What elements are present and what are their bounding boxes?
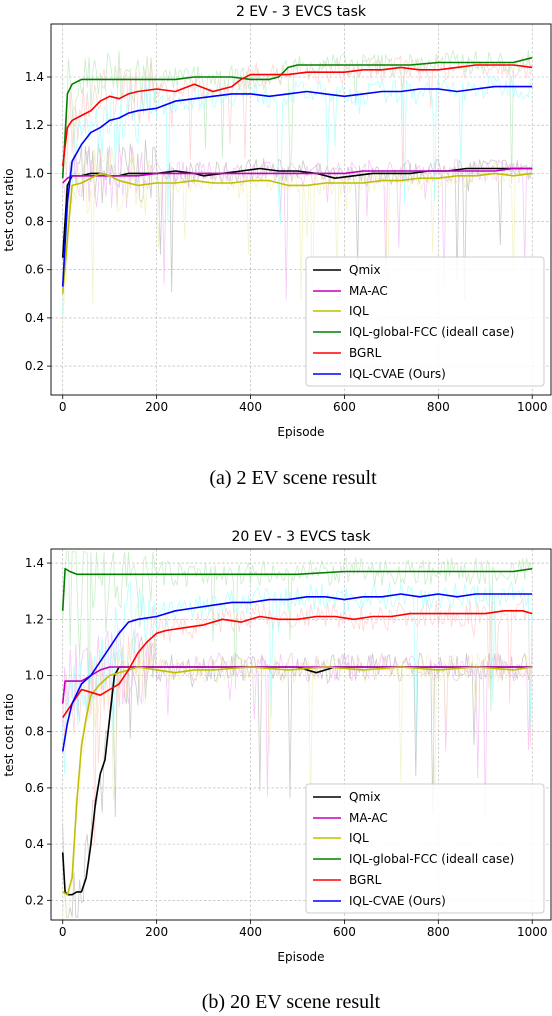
chart-b-legend-label-cvae: IQL-CVAE (Ours) — [349, 894, 446, 908]
chart-a: 2 EV - 3 EVCS task 0 200 400 600 800 10000.20… — [2, 4, 552, 439]
chart-a-legend-label-maac: MA-AC — [349, 284, 388, 298]
chart-b-ticks: 0 200 400 600 800 1000 0.2 0.4 0.6 0.8 1.0 1.2 1.4 — [25, 556, 548, 939]
chart-a-plot-frame — [50, 23, 552, 396]
chart-a-legend-label-qmix: Qmix — [349, 263, 381, 277]
raw-band-ma-ac — [62, 143, 533, 300]
caption-a: (a) 2 EV scene result — [209, 467, 377, 489]
chart-b: 20 EV - 3 EVCS task 0 200 400 600 800 1000 0.2… — [2, 529, 552, 964]
series-line-iql — [62, 666, 533, 896]
x-tick-label: 600 — [333, 925, 356, 939]
series-line-iql-cvae-ours — [61, 593, 533, 752]
series-line-iql — [61, 172, 533, 294]
series-line-iql-global-fcc-ideall-case — [61, 56, 533, 179]
y-tick-label: 0.6 — [25, 263, 44, 277]
chart-a-legend-label-bgrl: BGRL — [349, 346, 382, 360]
chart-b-legend: Qmix MA-AC IQL IQL-global-FCC (ideall ca… — [305, 783, 545, 914]
raw-band-ma-ac — [62, 627, 533, 822]
raw-band-iql-cvae-ours — [62, 75, 533, 315]
y-tick-label: 1.0 — [25, 668, 44, 682]
y-tick-label: 1.0 — [25, 166, 44, 180]
y-tick-label: 1.2 — [25, 612, 44, 626]
series-line-iql-global-fcc-ideall-case — [61, 567, 533, 611]
x-tick-label: 400 — [239, 925, 262, 939]
y-tick-label: 0.4 — [25, 311, 44, 325]
chart-a-title: 2 EV - 3 EVCS task — [236, 4, 367, 20]
raw-band-iql-global-fcc-ideall-case — [62, 551, 533, 720]
chart-b-ylabel: test cost ratio — [2, 693, 16, 776]
series-line-bgrl — [61, 64, 533, 167]
y-tick-label: 0.2 — [25, 359, 44, 373]
x-tick-label: 1000 — [517, 400, 548, 414]
caption-b: (b) 20 EV scene result — [202, 991, 381, 1013]
x-tick-label: 800 — [427, 925, 450, 939]
chart-b-legend-label-bgrl: BGRL — [349, 873, 382, 887]
chart-a-legend: Qmix MA-AC IQL IQL-global-FCC (ideall ca… — [305, 256, 545, 387]
raw-band-bgrl — [62, 54, 533, 187]
x-tick-label: 200 — [145, 925, 168, 939]
x-tick-label: 800 — [427, 400, 450, 414]
chart-a-series-lines — [61, 56, 533, 294]
chart-a-noise-bands — [62, 49, 533, 326]
raw-band-iql-cvae-ours — [62, 580, 533, 775]
y-tick-label: 0.2 — [25, 893, 44, 907]
chart-a-legend-box — [305, 256, 545, 387]
y-tick-label: 1.4 — [25, 70, 44, 84]
chart-a-legend-label-cvae: IQL-CVAE (Ours) — [349, 367, 446, 381]
raw-band-iql — [62, 637, 533, 918]
chart-a-legend-label-fcc: IQL-global-FCC (ideall case) — [349, 325, 514, 339]
x-tick-label: 0 — [59, 925, 67, 939]
chart-a-xlabel: Episode — [277, 425, 324, 439]
y-tick-label: 1.2 — [25, 118, 44, 132]
chart-b-title: 20 EV - 3 EVCS task — [231, 529, 371, 545]
chart-b-series-lines — [61, 567, 533, 896]
chart-b-legend-box — [305, 783, 545, 914]
chart-b-plot-frame — [50, 548, 552, 921]
series-line-bgrl — [62, 610, 533, 719]
chart-a-ticks: 0 200 400 600 800 1000 0.2 0.4 0.6 0.8 1.0 1.2 1.4 — [25, 70, 548, 414]
x-tick-label: 0 — [59, 400, 67, 414]
chart-b-legend-label-maac: MA-AC — [349, 811, 388, 825]
x-tick-label: 1000 — [517, 925, 548, 939]
series-line-iql-cvae-ours — [61, 85, 533, 287]
chart-b-xlabel: Episode — [277, 950, 324, 964]
series-line-qmix — [61, 167, 533, 258]
y-tick-label: 0.8 — [25, 215, 44, 229]
chart-b-legend-label-fcc: IQL-global-FCC (ideall case) — [349, 852, 514, 866]
chart-a-legend-label-iql: IQL — [349, 304, 369, 318]
chart-a-ylabel: test cost ratio — [2, 168, 16, 251]
y-tick-label: 0.6 — [25, 781, 44, 795]
y-tick-label: 0.8 — [25, 725, 44, 739]
raw-band-bgrl — [62, 597, 533, 846]
y-tick-label: 1.4 — [25, 556, 44, 570]
x-tick-label: 400 — [239, 400, 262, 414]
x-tick-label: 200 — [145, 400, 168, 414]
chart-b-legend-label-iql: IQL — [349, 831, 369, 845]
chart-b-legend-label-qmix: Qmix — [349, 790, 381, 804]
y-tick-label: 0.4 — [25, 837, 44, 851]
x-tick-label: 600 — [333, 400, 356, 414]
